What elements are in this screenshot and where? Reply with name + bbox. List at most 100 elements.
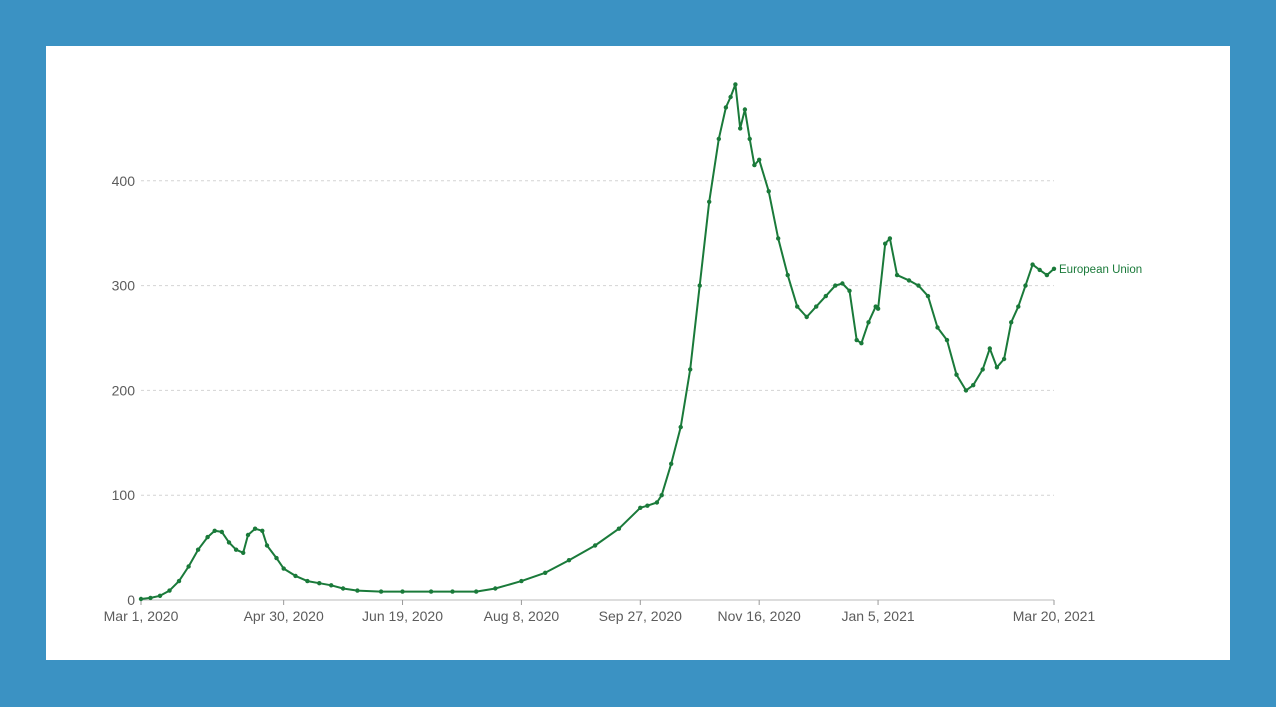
data-point [264,543,270,548]
data-point [887,236,893,241]
data-point [747,136,752,142]
data-point [795,304,800,309]
data-point [707,199,712,204]
data-point [592,543,598,548]
data-point [638,505,643,510]
data-point [245,532,251,538]
data-point [167,588,172,593]
data-point [883,241,888,246]
y-tick-label: 400 [112,173,136,189]
data-point [944,337,950,343]
data-point [971,383,976,388]
data-point [138,596,144,602]
data-point [212,528,217,533]
y-tick-label: 300 [112,278,136,294]
data-point [474,589,479,594]
data-point [305,578,310,584]
y-tick-label: 200 [112,382,136,398]
data-point [317,581,322,586]
data-point [1009,320,1014,325]
data-point [493,586,498,591]
data-point [894,272,900,278]
data-point [428,589,434,594]
data-point [766,189,771,194]
data-point [925,293,931,299]
x-tick-label: Aug 8, 2020 [484,608,560,624]
data-point [1051,266,1057,271]
data-point [669,461,674,466]
data-point [678,424,683,430]
series-label: European Union [1059,264,1142,276]
data-point [804,314,809,320]
data-point [1001,356,1007,362]
x-tick-label: Jan 5, 2021 [841,608,914,624]
data-point [875,306,881,311]
data-point [1044,272,1050,278]
data-point [840,281,845,286]
data-point [219,529,224,535]
data-point [1030,262,1035,267]
data-point [659,493,664,498]
data-point [994,365,1000,370]
data-point [157,593,163,598]
x-tick-label: Sep 27, 2020 [599,608,683,624]
data-point [645,503,650,508]
data-point [723,105,729,110]
data-point [195,547,201,552]
data-point [274,555,279,561]
data-point [963,388,969,393]
line-chart: 0 100 200 300 400 Mar 1, 2020 Apr 30, 2020 Jun … [104,82,1142,624]
x-tick-label: Mar 20, 2021 [1013,608,1096,624]
data-point [400,589,405,594]
data-point [205,534,210,540]
data-point [148,595,153,601]
data-point [906,278,912,283]
grid-lines [141,180,1054,496]
data-point [226,540,232,545]
data-point [1016,304,1021,309]
data-point [1023,283,1028,288]
data-point [980,367,985,372]
data-point [654,500,660,505]
data-point [233,547,239,552]
data-point [733,82,738,87]
data-point [378,589,384,594]
x-tick-label: Jun 19, 2020 [362,608,443,624]
data-point [543,570,548,575]
x-tick-label: Apr 30, 2020 [244,608,324,624]
data-point [935,325,940,330]
data-point [293,573,298,579]
data-point [785,272,790,278]
y-tick-label: 0 [127,592,135,608]
data-point [355,588,360,593]
series-layer [138,82,1057,602]
data-point [742,107,748,112]
data-point [566,558,572,563]
y-tick-label: 100 [112,487,136,503]
data-point [329,583,334,588]
data-point [688,367,693,372]
data-point [450,589,455,594]
data-point [186,564,191,569]
data-point [1037,267,1042,273]
data-point [697,283,702,288]
x-tick-label: Nov 16, 2020 [718,608,801,624]
data-point [260,528,265,533]
data-point [728,94,733,100]
data-point [987,346,992,351]
data-point [823,293,828,299]
axes [140,599,1055,605]
data-point [252,526,258,531]
data-point [616,526,622,531]
data-point [716,136,721,142]
series-line [140,83,1055,600]
data-point [757,157,762,162]
x-tick-label: Mar 1, 2020 [104,608,179,624]
data-point [833,283,838,288]
data-point [281,566,286,571]
data-point [866,320,871,325]
data-point [847,288,852,293]
data-point [814,304,819,309]
data-point [916,283,921,288]
data-point [859,341,864,346]
